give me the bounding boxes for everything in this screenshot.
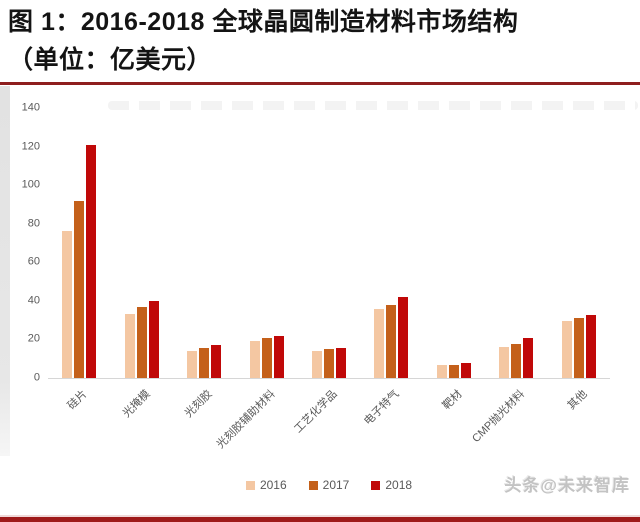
bar-group xyxy=(298,108,360,378)
bar-2017 xyxy=(573,318,584,378)
bar-group xyxy=(48,108,110,378)
figure-title: 图 1：2016-2018 全球晶圆制造材料市场结构 （单位：亿美元） xyxy=(0,0,640,80)
figure-title-line2: （单位：亿美元） xyxy=(8,46,213,74)
bar-2017 xyxy=(136,306,147,378)
bar-group xyxy=(110,108,172,378)
x-axis-labels: 硅片 光掩模 光刻胶 光刻胶辅助材料 工艺化学品 电子特气 靶材 CMP抛光材料 其他 xyxy=(48,381,610,473)
x-label: 硅片 xyxy=(65,388,90,413)
legend-label: 2017 xyxy=(322,478,350,492)
bar-2016 xyxy=(187,351,198,378)
bar-2017 xyxy=(261,338,272,378)
x-label-cell: 电子特气 xyxy=(360,381,422,473)
legend-label: 2016 xyxy=(259,478,287,492)
figure-title-line1: 图 1：2016-2018 全球晶圆制造材料市场结构 xyxy=(8,8,519,36)
bar-group xyxy=(423,108,485,378)
y-tick-label: 20 xyxy=(27,332,40,345)
x-label: 靶材 xyxy=(440,388,465,413)
bar-2018 xyxy=(273,335,284,378)
x-label: 光掩模 xyxy=(120,388,153,420)
x-label-cell: 其他 xyxy=(548,381,610,473)
legend-item-2017: 2017 xyxy=(308,478,350,492)
bar-2016 xyxy=(499,347,510,378)
bar-2018 xyxy=(335,348,346,378)
x-label-cell: 工艺化学品 xyxy=(292,381,360,473)
bar-2018 xyxy=(523,337,534,378)
legend-swatch-icon xyxy=(371,480,381,490)
bar-2018 xyxy=(398,297,409,378)
plot-area xyxy=(48,108,610,379)
watermark-strip xyxy=(108,101,638,110)
legend-item-2018: 2018 xyxy=(371,478,412,492)
bar-group xyxy=(485,108,547,378)
bar-2017 xyxy=(199,348,210,378)
x-label: 工艺化学品 xyxy=(292,388,340,436)
bar-2017 xyxy=(386,304,397,378)
bar-2016 xyxy=(436,365,447,378)
bar-2017 xyxy=(74,200,85,378)
x-label-cell: 硅片 xyxy=(48,381,110,473)
bar-2016 xyxy=(62,231,73,378)
legend-swatch-icon xyxy=(308,480,318,490)
legend: 2016 2017 2018 xyxy=(48,476,610,494)
y-tick-label: 80 xyxy=(27,217,40,230)
bar-group xyxy=(360,108,422,378)
page-edge-strip xyxy=(0,86,10,456)
bar-2018 xyxy=(211,345,222,378)
bar-2016 xyxy=(249,341,260,378)
chart-panel: 0 20 40 60 80 100 120 140 硅片 光掩模 光刻胶 光刻胶辅助材料 工艺化学品电… xyxy=(0,85,640,515)
bar-2016 xyxy=(561,321,572,378)
legend-label: 2018 xyxy=(385,478,413,492)
x-label: 电子特气 xyxy=(362,388,403,428)
bar-2018 xyxy=(86,144,97,378)
bar-group xyxy=(548,108,610,378)
bar-2017 xyxy=(448,364,459,378)
bar-2018 xyxy=(460,362,471,378)
bar-2017 xyxy=(323,349,334,378)
title-divider-rule xyxy=(0,82,640,85)
bar-2017 xyxy=(511,344,522,378)
y-tick-label: 40 xyxy=(27,294,40,307)
bottom-rule xyxy=(0,517,640,522)
legend-swatch-icon xyxy=(245,480,255,490)
bar-2016 xyxy=(311,351,322,378)
bar-2018 xyxy=(148,300,159,378)
legend-item-2016: 2016 xyxy=(245,478,287,492)
x-label-cell: CMP抛光材料 xyxy=(470,381,547,473)
bar-2016 xyxy=(374,308,385,378)
x-label-cell: 光刻胶辅助材料 xyxy=(214,381,297,473)
bar-2018 xyxy=(585,315,596,378)
y-tick-label: 120 xyxy=(21,140,40,153)
x-label: 光刻胶 xyxy=(182,388,215,420)
bar-group xyxy=(173,108,235,378)
y-tick-label: 60 xyxy=(27,255,40,268)
watermark-text: 头条@未来智库 xyxy=(504,476,630,495)
y-tick-label: 140 xyxy=(21,101,40,114)
bar-group xyxy=(235,108,297,378)
y-tick-label: 0 xyxy=(33,371,40,384)
x-label: 其他 xyxy=(565,388,590,413)
y-axis: 0 20 40 60 80 100 120 140 xyxy=(0,102,40,383)
x-label-cell: 光掩模 xyxy=(110,381,172,473)
bar-2016 xyxy=(124,314,135,378)
y-tick-label: 100 xyxy=(21,178,40,191)
